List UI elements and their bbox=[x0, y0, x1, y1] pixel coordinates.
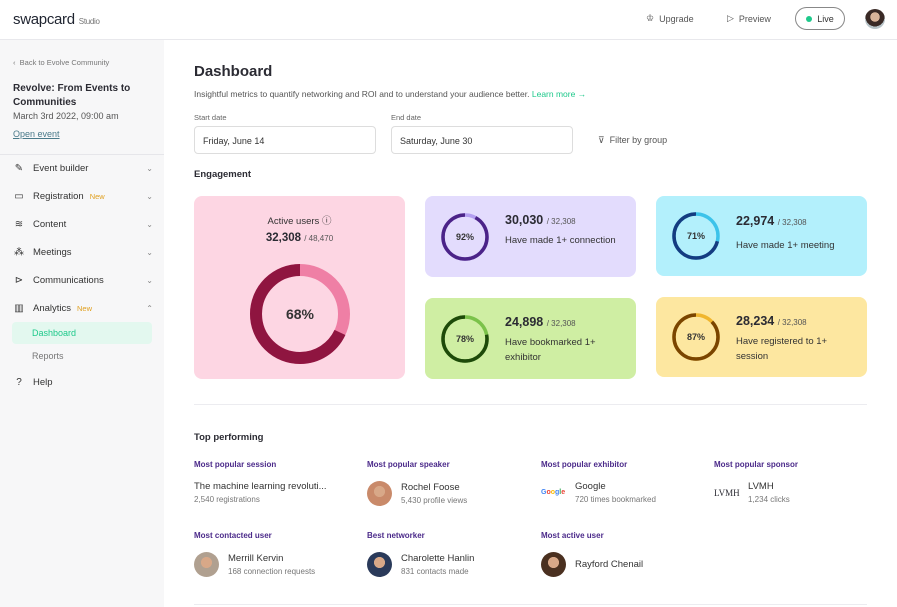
metric-card: 78% 24,898 / 32,308 Have bookmarked 1+ e… bbox=[425, 298, 636, 379]
top-performer-item[interactable]: Most popular sponsor LVMH LVMH 1,234 click… bbox=[714, 460, 798, 504]
swapcard-logo[interactable]: swapcard Studio bbox=[13, 11, 100, 28]
metric-caption: Have registered to 1+ session bbox=[736, 336, 828, 362]
ring-progress bbox=[441, 212, 489, 261]
megaphone-icon: ⊳ bbox=[14, 274, 24, 286]
top-performer-item[interactable]: Best networker Charolette Hanlin 831 cont… bbox=[367, 531, 475, 577]
start-date-label: Start date bbox=[194, 113, 227, 122]
top-header: swapcard Studio ♔ Upgrade ▷ Preview Live bbox=[0, 0, 897, 40]
upgrade-button[interactable]: ♔ Upgrade bbox=[646, 13, 694, 24]
ring-chart bbox=[441, 314, 489, 363]
chevron-down-icon: ⌄ bbox=[146, 191, 153, 201]
chevron-down-icon: ⌄ bbox=[146, 163, 153, 173]
sidebar-item-communications[interactable]: ⊳ Communications ⌄ bbox=[14, 274, 153, 286]
engagement-heading: Engagement bbox=[194, 169, 252, 180]
avatar bbox=[541, 552, 566, 577]
avatar bbox=[367, 481, 392, 506]
end-date-input[interactable]: Saturday, June 30 bbox=[391, 126, 573, 154]
metric-value: 30,030 / 32,308 bbox=[505, 213, 576, 227]
ring-progress bbox=[672, 212, 720, 260]
back-link[interactable]: ‹ Back to Evolve Community bbox=[13, 58, 110, 67]
top-performer-item[interactable]: Most popular session The machine learnin… bbox=[194, 460, 327, 504]
metric-card: 92% 30,030 / 32,308 Have made 1+ connect… bbox=[425, 196, 636, 277]
ring-chart bbox=[672, 313, 720, 361]
progress-ring: 92% bbox=[439, 211, 491, 263]
active-users-card: Active users ⓘ 32,308 / 48,470 68% bbox=[194, 196, 405, 379]
live-button[interactable]: Live bbox=[795, 7, 845, 30]
sidebar-item-meetings[interactable]: ⁂ Meetings ⌄ bbox=[14, 246, 153, 258]
chevron-down-icon: ⌄ bbox=[146, 275, 153, 285]
info-icon: ⓘ bbox=[321, 216, 332, 227]
open-event-link[interactable]: Open event bbox=[13, 129, 60, 139]
metric-value: 24,898 / 32,308 bbox=[505, 315, 576, 329]
google-logo: Google bbox=[541, 489, 566, 496]
ring-progress bbox=[672, 313, 720, 361]
top-performing-heading: Top performing bbox=[194, 432, 264, 443]
sidebar-item-event-builder[interactable]: ✎ Event builder ⌄ bbox=[14, 162, 153, 174]
live-dot-icon bbox=[806, 15, 813, 22]
layers-icon: ≋ bbox=[14, 218, 24, 230]
metric-caption: Have made 1+ connection bbox=[505, 235, 616, 246]
divider bbox=[194, 604, 867, 605]
top-performer-item[interactable]: Most active user Rayford Chenail bbox=[541, 531, 711, 577]
active-users-ring: 68% bbox=[249, 263, 351, 365]
user-avatar[interactable] bbox=[865, 9, 885, 29]
divider bbox=[194, 404, 867, 405]
chart-icon: ▥ bbox=[14, 302, 24, 314]
chevron-down-icon: ⌄ bbox=[146, 219, 153, 229]
top-performer-item[interactable]: Most popular speaker Rochel Foose 5,430 p… bbox=[367, 460, 468, 506]
sidebar-item-help[interactable]: ? Help bbox=[13, 372, 153, 392]
meetings-icon: ⁂ bbox=[14, 246, 24, 258]
progress-ring: 71% bbox=[670, 210, 722, 262]
event-date: March 3rd 2022, 09:00 am bbox=[13, 111, 119, 121]
metric-card: 87% 28,234 / 32,308 Have registered to 1… bbox=[656, 297, 867, 377]
ring-chart bbox=[441, 212, 489, 261]
chevron-down-icon: ⌄ bbox=[146, 247, 153, 257]
sidebar-subitem-dashboard[interactable]: Dashboard bbox=[12, 322, 152, 344]
learn-more-link[interactable]: Learn more → bbox=[531, 89, 587, 99]
metric-value: 22,974 / 32,308 bbox=[736, 214, 807, 228]
crown-icon: ♔ bbox=[646, 13, 655, 23]
ring-progress bbox=[250, 264, 350, 364]
metric-caption: Have made 1+ meeting bbox=[736, 240, 835, 251]
start-date-input[interactable]: Friday, June 14 bbox=[194, 126, 376, 154]
help-icon: ? bbox=[16, 376, 22, 388]
end-date-label: End date bbox=[391, 113, 422, 122]
avatar bbox=[367, 552, 392, 577]
sidebar-item-registration[interactable]: ▭ Registration New ⌄ bbox=[14, 190, 153, 202]
page-title: Dashboard bbox=[194, 63, 273, 80]
ticket-icon: ▭ bbox=[14, 190, 24, 202]
top-performer-item[interactable]: Most contacted user Merrill Kervin 168 co… bbox=[194, 531, 316, 577]
progress-ring: 78% bbox=[439, 313, 491, 365]
sidebar-subitem-reports[interactable]: Reports bbox=[32, 351, 64, 361]
metric-caption: Have bookmarked 1+ exhibitor bbox=[505, 337, 596, 363]
lvmh-logo: LVMH bbox=[714, 487, 740, 498]
event-title: Revolve: From Events to Communities bbox=[13, 83, 131, 108]
ring-chart bbox=[250, 264, 350, 364]
filter-by-group-button[interactable]: ⊽ Filter by group bbox=[598, 135, 668, 145]
sidebar-item-content[interactable]: ≋ Content ⌄ bbox=[14, 218, 153, 230]
preview-button[interactable]: ▷ Preview bbox=[727, 13, 771, 24]
top-performer-item[interactable]: Most popular exhibitor Google Google 720 t… bbox=[541, 460, 656, 504]
play-icon: ▷ bbox=[727, 13, 734, 23]
wand-icon: ✎ bbox=[14, 162, 24, 174]
page-description: Insightful metrics to quantify networkin… bbox=[194, 89, 587, 99]
divider bbox=[0, 154, 164, 155]
filter-icon: ⊽ bbox=[598, 135, 605, 145]
avatar bbox=[194, 552, 219, 577]
ring-progress bbox=[441, 314, 489, 363]
progress-ring: 87% bbox=[670, 311, 722, 363]
sidebar-item-analytics[interactable]: ▥ Analytics New ⌃ bbox=[14, 302, 153, 314]
metric-card: 71% 22,974 / 32,308 Have made 1+ meeting bbox=[656, 196, 867, 276]
ring-chart bbox=[672, 212, 720, 260]
metric-value: 28,234 / 32,308 bbox=[736, 314, 807, 328]
chevron-up-icon: ⌃ bbox=[146, 303, 153, 313]
